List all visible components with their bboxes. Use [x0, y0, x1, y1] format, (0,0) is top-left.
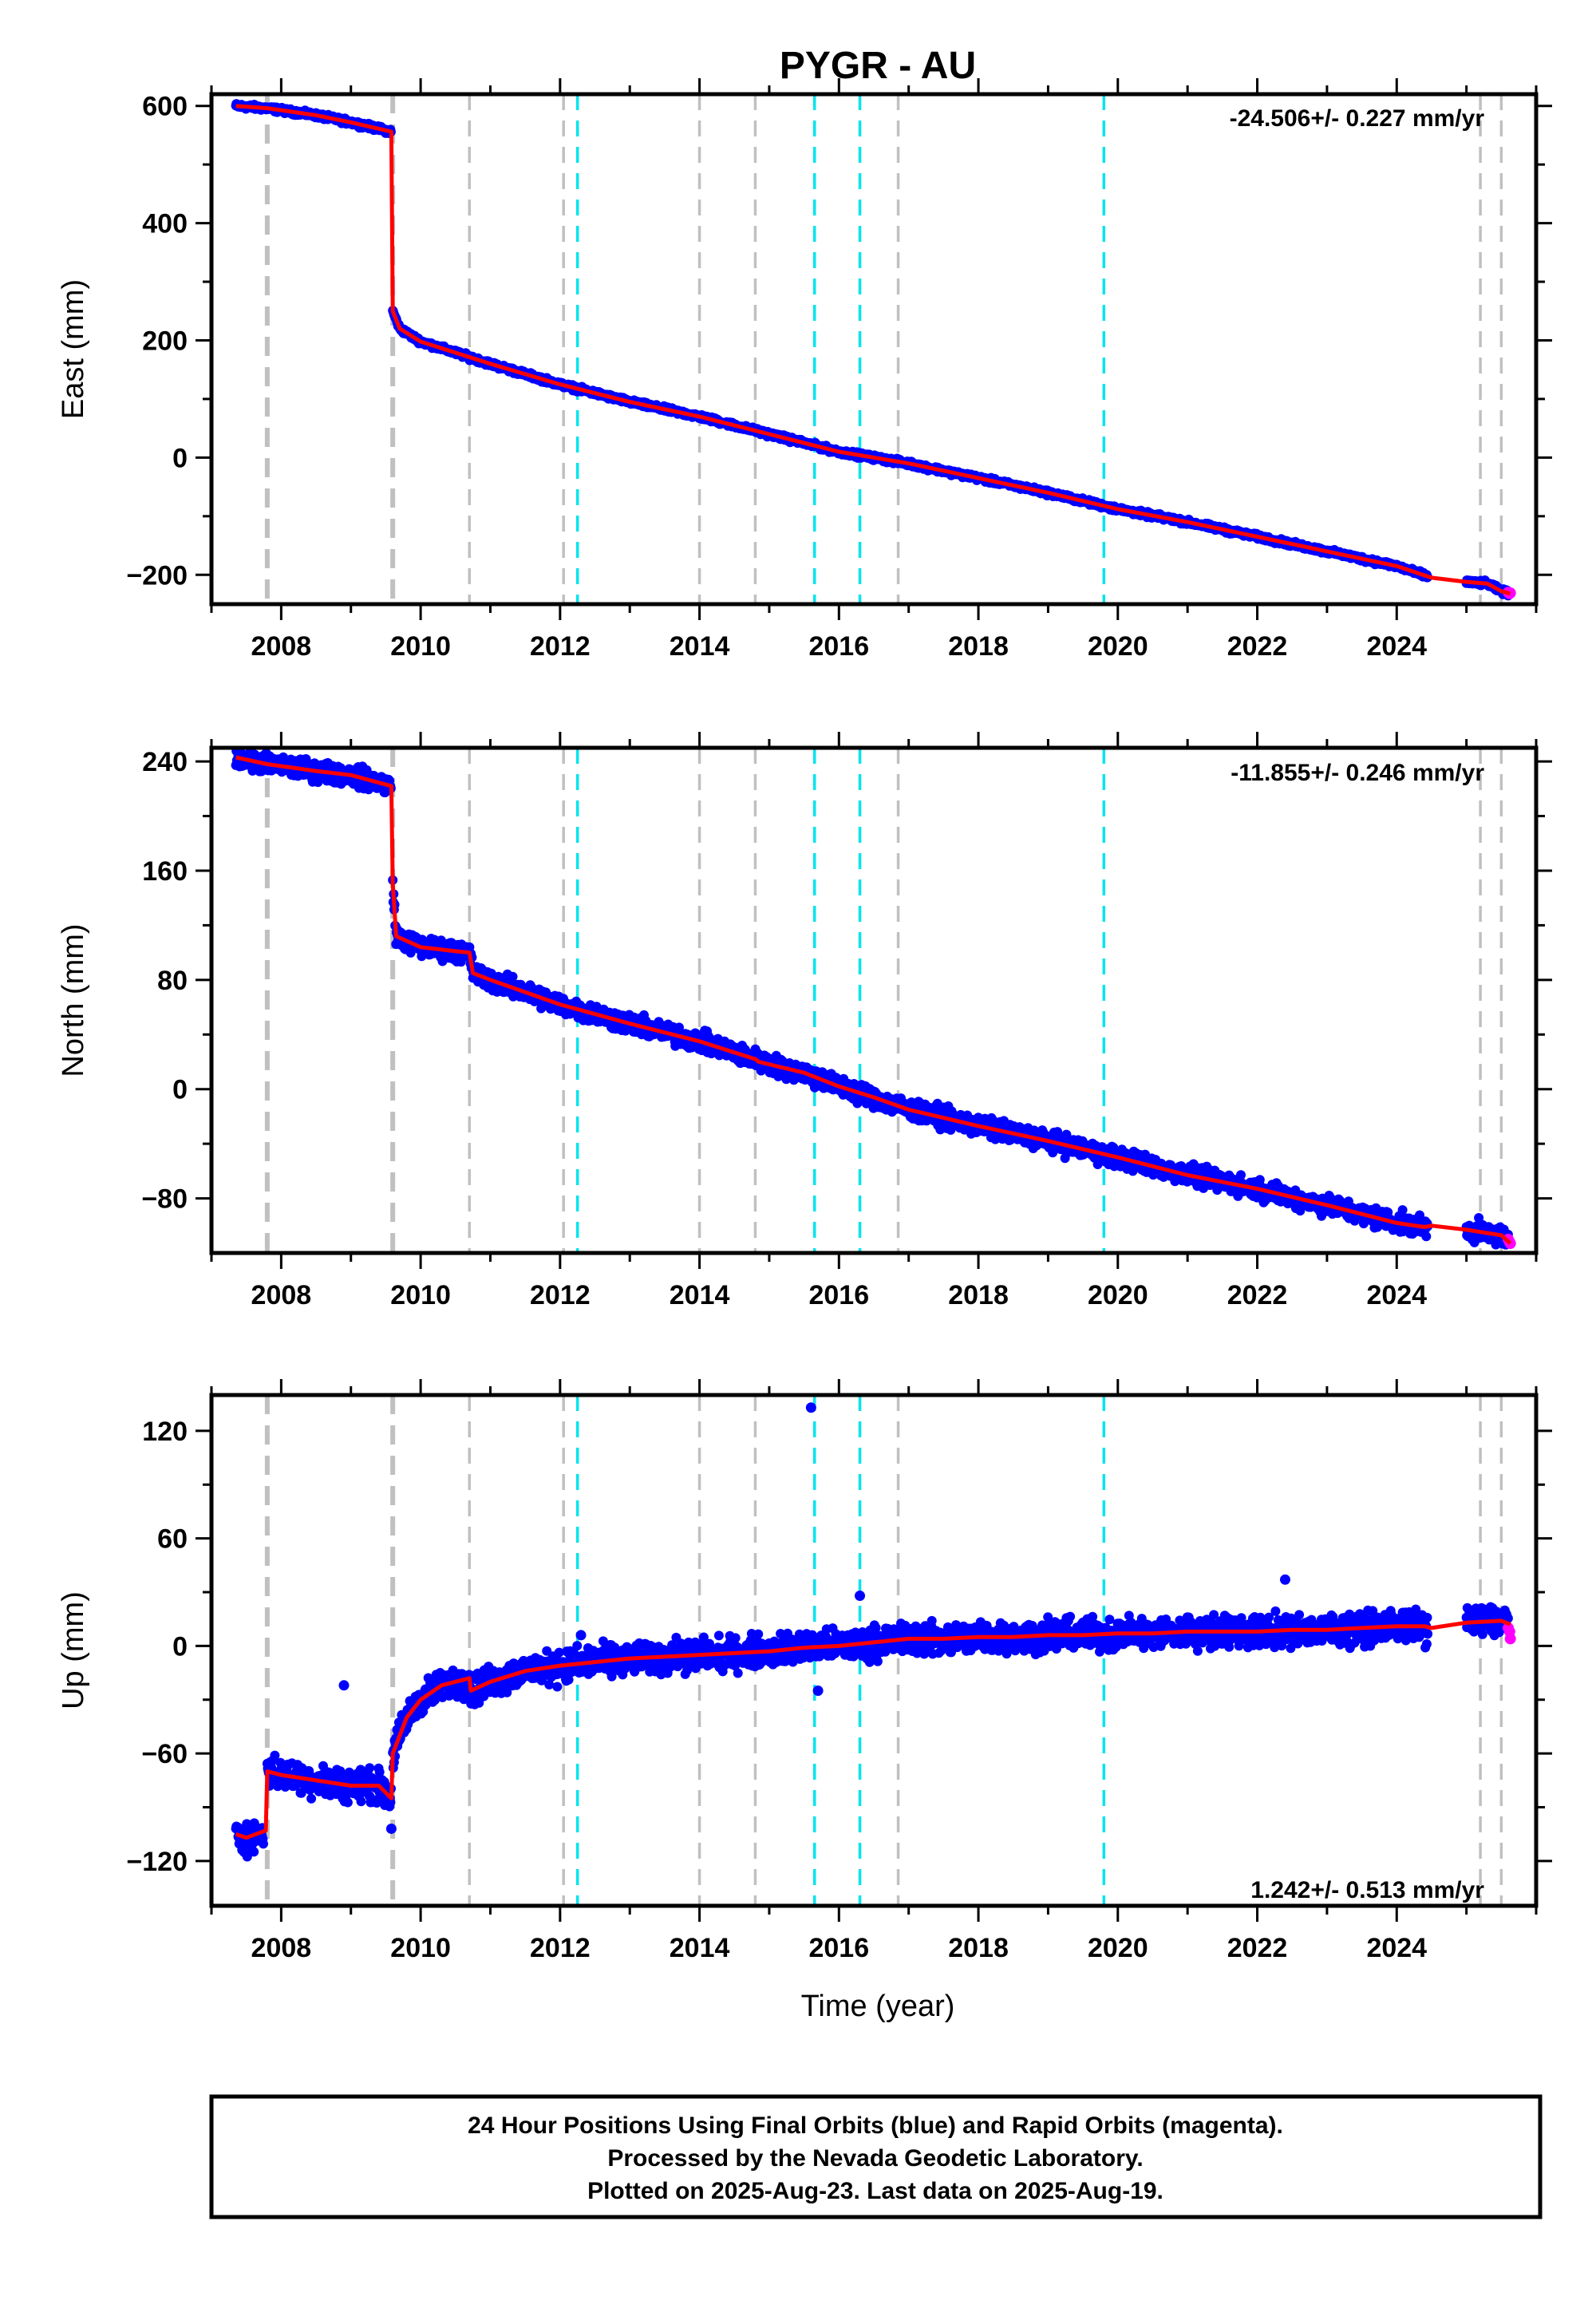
x-tick-label: 2014: [670, 631, 730, 662]
north-panel: 2008 2010 2012 2014 2016 2018 2020 2022 2024−800…: [57, 732, 1552, 1310]
y-tick-label: 0: [172, 443, 188, 473]
final-orbit-point: [1236, 1170, 1246, 1180]
x-tick-label: 2018: [948, 631, 1009, 662]
y-tick-label: 200: [142, 326, 188, 356]
y-tick-label: 400: [142, 209, 188, 239]
x-tick-label: 2010: [390, 631, 451, 662]
final-orbit-point: [508, 971, 518, 982]
model-fit-line: [235, 104, 1511, 596]
east-panel: 2008 2010 2012 2014 2016 2018 2020 2022 2024 −200…: [57, 78, 1552, 662]
plot-frame: [209, 92, 1539, 607]
x-tick-label: 2008: [251, 631, 312, 662]
x-tick-label: 2024: [1366, 631, 1427, 662]
x-tick-label: 2016: [808, 631, 869, 662]
y-tick-label: −200: [126, 560, 188, 591]
x-tick-label: 2022: [1227, 631, 1288, 662]
y-tick-label: 600: [142, 92, 188, 122]
figure-title: PYGR - AU: [780, 45, 976, 87]
y-axis-label: East (mm): [57, 279, 90, 419]
x-tick-label: 2020: [1088, 631, 1148, 662]
x-tick-label: 2012: [530, 631, 591, 662]
east-rate-label: -24.506+/- 0.227 mm/yr: [1230, 105, 1485, 132]
